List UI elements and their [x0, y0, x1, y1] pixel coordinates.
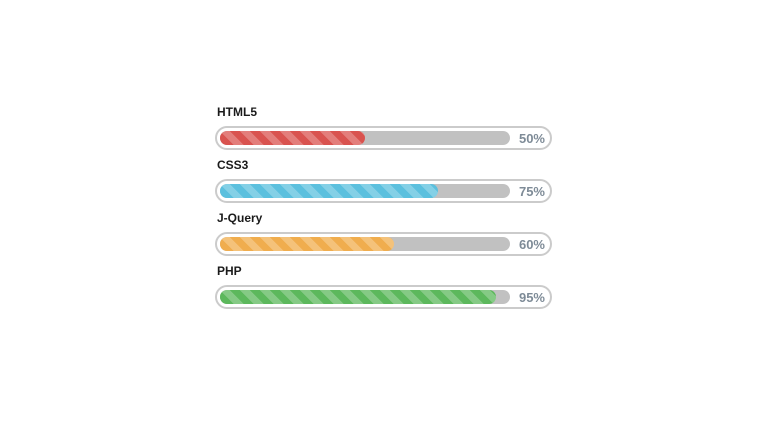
skills-list: HTML5 50% CSS3 75% J-Query 60% PHP: [215, 105, 552, 317]
progress-fill: [220, 184, 438, 198]
progress-fill: [220, 290, 496, 304]
progress-percent-label: 60%: [518, 236, 545, 252]
progress-bar: 50%: [215, 126, 552, 150]
skill-row: HTML5 50%: [215, 105, 552, 150]
skill-row: PHP 95%: [215, 264, 552, 309]
progress-track: [220, 131, 510, 145]
progress-bar: 75%: [215, 179, 552, 203]
skill-row: CSS3 75%: [215, 158, 552, 203]
progress-percent-label: 50%: [518, 130, 545, 146]
progress-fill: [220, 131, 365, 145]
progress-track: [220, 237, 510, 251]
skill-name-label: HTML5: [217, 105, 257, 119]
progress-bar: 95%: [215, 285, 552, 309]
progress-track: [220, 184, 510, 198]
progress-fill: [220, 237, 394, 251]
skill-name-label: PHP: [217, 264, 242, 278]
skill-name-label: J-Query: [217, 211, 263, 225]
progress-percent-label: 75%: [518, 183, 545, 199]
progress-bar: 60%: [215, 232, 552, 256]
progress-track: [220, 290, 510, 304]
skill-row: J-Query 60%: [215, 211, 552, 256]
progress-percent-label: 95%: [518, 289, 545, 305]
skill-name-label: CSS3: [217, 158, 249, 172]
